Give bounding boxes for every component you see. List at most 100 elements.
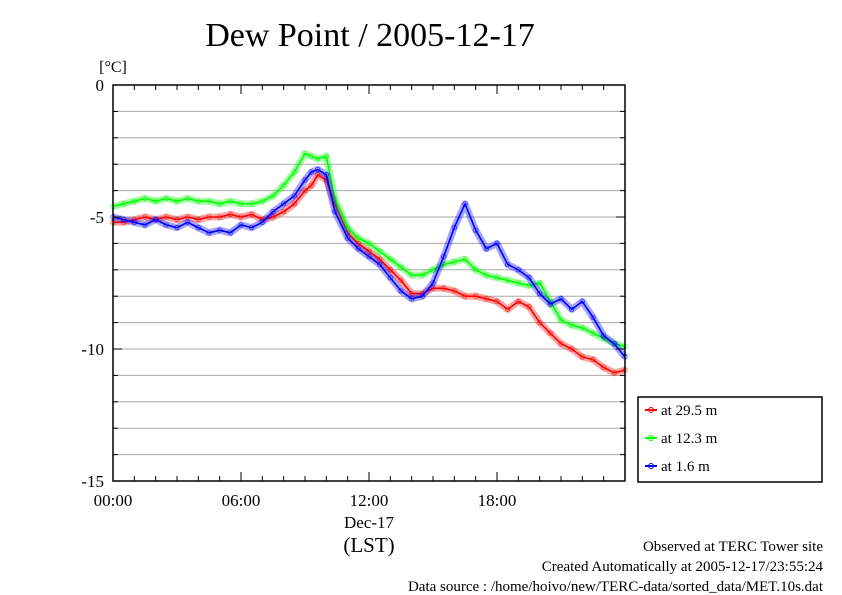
- data-point: [308, 182, 315, 189]
- chart-title: Dew Point / 2005-12-17: [205, 17, 535, 54]
- x-tick-label: 00:00: [94, 491, 133, 510]
- x-tick-label: 06:00: [222, 491, 261, 510]
- data-point: [291, 201, 298, 207]
- legend-frame: [637, 396, 823, 483]
- data-point: [430, 280, 436, 286]
- data-point: [536, 290, 543, 297]
- data-point: [302, 177, 308, 183]
- data-point: [344, 224, 351, 231]
- grid-lines: [113, 110, 625, 456]
- legend-swatch-marker: [648, 407, 654, 413]
- data-point: [308, 169, 315, 175]
- data-point: [315, 166, 321, 173]
- x-tick-label: 18:00: [478, 491, 517, 510]
- legend-label: at 29.5 m: [661, 403, 718, 419]
- x-tick-label: 12:00: [350, 491, 389, 510]
- legend-label: at 1.6 m: [661, 459, 710, 475]
- data-point: [270, 193, 276, 199]
- data-point: [547, 301, 554, 307]
- series-line: [112, 168, 626, 358]
- data-point: [355, 245, 362, 252]
- data-point: [366, 240, 372, 247]
- data-point: [462, 201, 468, 207]
- data-point: [515, 298, 522, 305]
- data-point: [344, 235, 351, 241]
- y-tick-label: -15: [81, 472, 104, 491]
- data-point: [376, 256, 383, 262]
- legend: at 29.5 m at 12.3 m at 1.6 m: [637, 396, 823, 483]
- y-tick-label: -10: [81, 340, 104, 359]
- data-point: [302, 187, 308, 194]
- data-point: [302, 150, 308, 157]
- data-point: [515, 267, 522, 273]
- data-point: [590, 314, 596, 321]
- data-point: [504, 306, 511, 313]
- data-point: [483, 245, 490, 252]
- data-point: [355, 235, 362, 241]
- data-point: [526, 304, 532, 310]
- data-point: [430, 267, 436, 273]
- y-tick-label: -5: [90, 208, 104, 227]
- data-point: [494, 240, 500, 247]
- data-point: [366, 253, 372, 260]
- data-point: [195, 224, 202, 231]
- footer-created-timestamp: Created Automatically at 2005-12-17/23:5…: [542, 559, 824, 575]
- legend-entry: at 12.3 m: [645, 431, 718, 447]
- legend-swatch-marker: [648, 435, 654, 441]
- data-point: [547, 330, 554, 336]
- y-tick-label: 0: [96, 76, 105, 95]
- data-point: [280, 209, 287, 215]
- legend-swatch-marker: [648, 463, 654, 469]
- legend-entry: at 29.5 m: [645, 403, 718, 419]
- data-point: [308, 153, 315, 159]
- y-axis-unit-label: [°C]: [99, 59, 127, 76]
- footer-data-source: Data source : /home/hoivo/new/TERC-data/…: [408, 579, 824, 595]
- data-point: [504, 261, 511, 268]
- data-point: [600, 364, 607, 371]
- legend-entry: at 1.6 m: [645, 459, 710, 475]
- data-point: [590, 330, 596, 336]
- series-lines: [110, 150, 628, 377]
- data-point: [579, 298, 586, 305]
- data-point: [558, 296, 564, 302]
- data-point: [376, 248, 383, 255]
- series-line: [112, 152, 626, 348]
- series-line: [113, 174, 626, 374]
- series-group: [110, 166, 628, 360]
- plot-frame: [112, 84, 626, 482]
- data-point: [291, 169, 298, 175]
- data-point: [315, 172, 321, 178]
- series-band: [113, 171, 626, 377]
- data-point: [611, 341, 618, 347]
- data-point: [270, 209, 276, 215]
- data-point: [398, 277, 404, 284]
- x-axis-label: (LST): [343, 533, 394, 557]
- data-point: [558, 317, 564, 323]
- data-point: [366, 248, 372, 255]
- data-point: [600, 333, 607, 339]
- data-point: [355, 240, 362, 247]
- series-group: [110, 171, 628, 377]
- data-point: [387, 275, 394, 281]
- data-point: [184, 219, 191, 225]
- data-point: [387, 256, 394, 262]
- legend-label: at 12.3 m: [661, 431, 718, 447]
- data-point: [536, 319, 543, 326]
- data-point: [291, 193, 298, 199]
- data-point: [558, 341, 564, 347]
- data-point: [526, 275, 532, 281]
- data-point: [387, 267, 394, 273]
- x-axis-date-label: Dec-17: [344, 513, 395, 532]
- footer-observed-site: Observed at TERC Tower site: [643, 539, 823, 555]
- data-point: [472, 267, 479, 273]
- data-point: [280, 201, 287, 207]
- data-point: [568, 346, 575, 352]
- data-point: [152, 216, 159, 223]
- data-point: [398, 288, 404, 294]
- data-point: [376, 261, 383, 268]
- data-point: [280, 182, 287, 189]
- data-point: [259, 219, 266, 225]
- data-point: [398, 264, 404, 270]
